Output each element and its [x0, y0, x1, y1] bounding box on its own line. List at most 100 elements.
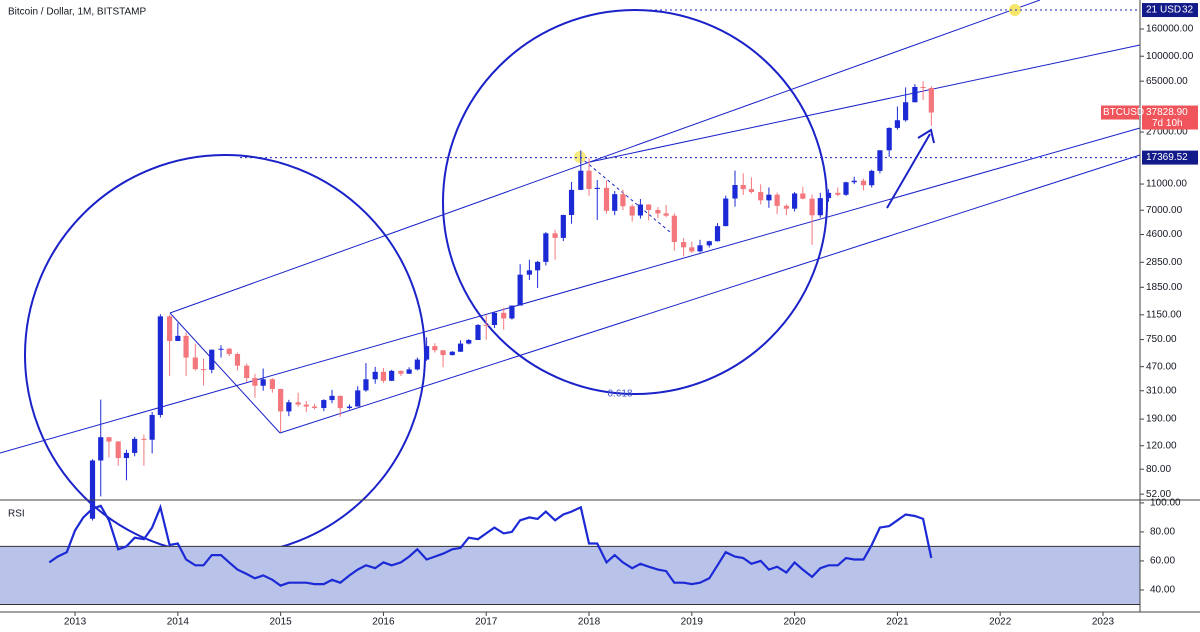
y-tick-label: 120.00 — [1146, 440, 1177, 451]
y-tick-label: 60.00 — [1150, 556, 1175, 567]
candle-body — [424, 346, 430, 360]
candle-body — [346, 406, 353, 409]
cycle-circle — [442, 9, 828, 395]
candle-body — [337, 395, 343, 409]
candle-body — [329, 395, 335, 401]
fib-label: 0.618 — [607, 389, 632, 400]
y-tick-label: 11000.00 — [1146, 179, 1187, 190]
candle-body — [363, 379, 369, 391]
candle-body — [106, 437, 112, 442]
arrow-head — [917, 128, 935, 144]
candle-body — [552, 233, 558, 238]
candle-body — [912, 86, 918, 103]
y-tick-label: 470.00 — [1146, 361, 1177, 372]
candle-body — [792, 193, 798, 209]
candle-body — [825, 192, 832, 199]
candle-body — [928, 88, 934, 113]
y-tick-label: 52.00 — [1146, 489, 1171, 500]
y-tick-label: 310.00 — [1146, 385, 1177, 396]
candle-body — [568, 189, 575, 215]
candle-body — [886, 127, 892, 151]
candle-body — [697, 245, 703, 252]
y-tick-label: 160000.00 — [1146, 24, 1194, 35]
candle-body — [175, 335, 181, 341]
candle-body — [432, 346, 438, 351]
candle-body — [543, 233, 549, 262]
candle-body — [244, 365, 250, 379]
x-tick-label: 2015 — [270, 617, 293, 628]
candle-body — [671, 215, 677, 243]
candle-body — [200, 369, 207, 371]
y-tick-label: 2850.00 — [1146, 257, 1183, 268]
x-tick-label: 2016 — [372, 617, 395, 628]
y-tick-label: 80.00 — [1150, 527, 1175, 538]
candle-body — [800, 193, 806, 199]
price-box — [1142, 105, 1198, 130]
candle-body — [732, 185, 738, 199]
candle-body — [594, 187, 600, 189]
pane-title: RSI — [8, 509, 25, 520]
candle-body — [877, 150, 883, 171]
candle-body — [903, 102, 909, 121]
candle-body — [278, 388, 284, 412]
candle-body — [475, 324, 481, 340]
candle-body — [311, 406, 318, 409]
candle-body — [389, 370, 395, 381]
candle-body — [398, 370, 404, 374]
candle-body — [766, 194, 772, 201]
marker-dot — [574, 151, 586, 163]
y-tick-label: 4600.00 — [1146, 229, 1183, 240]
candle-body — [723, 198, 729, 227]
candle-body — [89, 460, 96, 519]
price-label: 37828.90 — [1146, 107, 1188, 118]
candle-body — [157, 316, 163, 415]
y-tick-label: 750.00 — [1146, 334, 1177, 345]
x-tick-label: 2022 — [989, 617, 1012, 628]
candle-body — [380, 371, 387, 381]
x-tick-label: 2020 — [783, 617, 806, 628]
y-tick-label: 100.00 — [1150, 498, 1181, 509]
y-tick-label: 190.00 — [1146, 414, 1177, 425]
candle-body — [132, 438, 138, 453]
rsi-band — [0, 546, 1140, 605]
x-tick-label: 2019 — [681, 617, 704, 628]
candle-body — [835, 192, 841, 195]
candle-body — [372, 371, 378, 380]
candle-body — [860, 180, 867, 186]
candle-body — [491, 312, 498, 325]
channel-line — [589, 44, 1141, 163]
candle-body — [603, 187, 610, 211]
candle-body — [218, 348, 224, 350]
candle-body — [414, 359, 420, 370]
candle-body — [526, 270, 532, 275]
candle-body — [149, 414, 155, 440]
level-label: USD — [1160, 5, 1181, 16]
level-label: 21 — [1146, 5, 1158, 16]
channel-line — [0, 127, 1141, 454]
candle-body — [758, 191, 764, 201]
candle-body — [295, 402, 301, 405]
candle-body — [620, 194, 626, 207]
candle-body — [517, 274, 523, 306]
x-tick-label: 2017 — [475, 617, 498, 628]
y-tick-label: 27000.00 — [1146, 127, 1188, 138]
candle-body — [689, 247, 695, 252]
candle-body — [612, 194, 618, 211]
candle-body — [226, 348, 232, 354]
candle-body — [637, 204, 644, 216]
candle-body — [586, 170, 592, 189]
x-tick-label: 2023 — [1092, 617, 1115, 628]
candle-body — [748, 189, 755, 192]
candle-body — [209, 349, 215, 370]
candle-body — [501, 312, 507, 319]
candle-body — [321, 400, 327, 409]
x-tick-label: 2014 — [167, 617, 190, 628]
candle-body — [714, 226, 721, 242]
candle-body — [269, 379, 276, 389]
candle-body — [783, 205, 789, 209]
candle-body — [740, 185, 746, 190]
channel-line — [169, 312, 281, 434]
candle-body — [920, 86, 926, 89]
level-box — [1142, 150, 1198, 165]
dashed-line — [579, 156, 671, 233]
